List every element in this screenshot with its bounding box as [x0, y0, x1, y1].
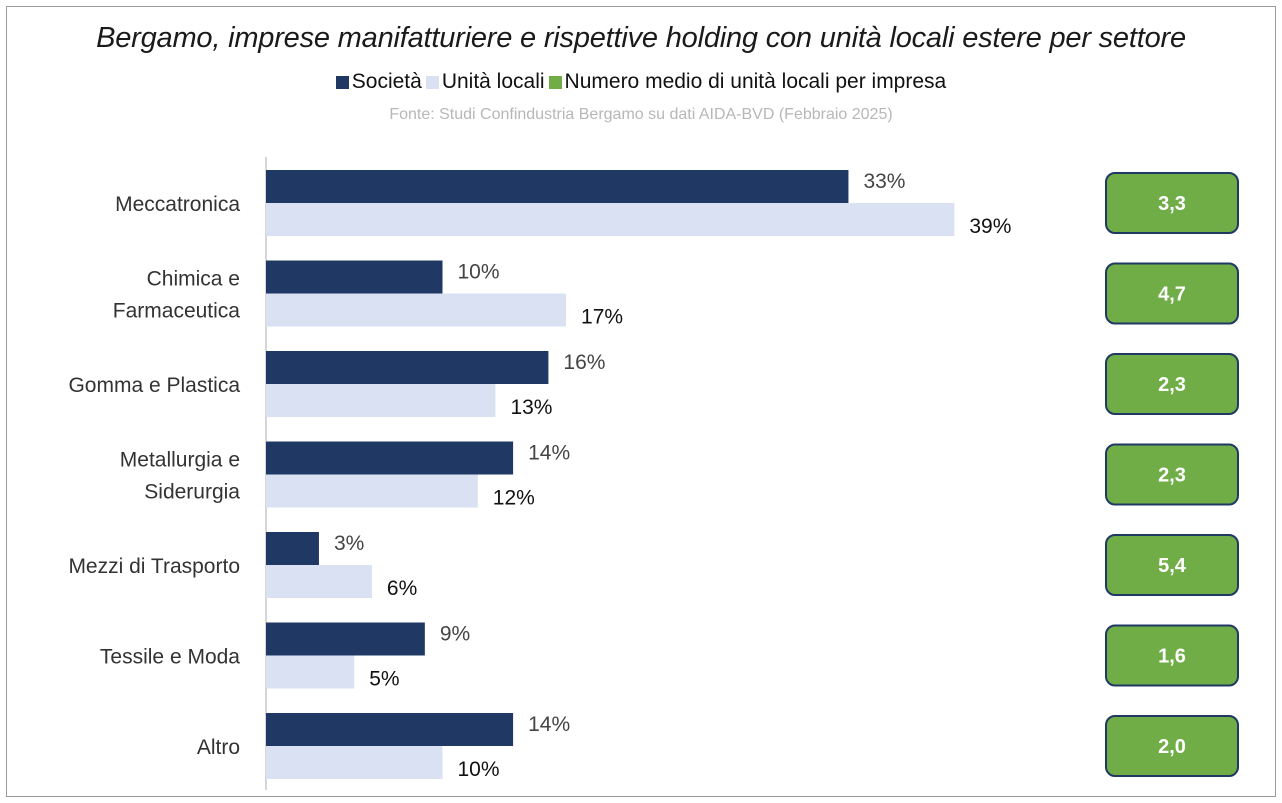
avg-units-box [1105, 353, 1239, 415]
chart-frame [6, 6, 1276, 797]
bar-societa [266, 351, 549, 384]
legend-swatch-unita-locali [425, 75, 439, 89]
chart-source: Fonte: Studi Confindustria Bergamo su da… [389, 106, 893, 123]
bar-societa [266, 170, 849, 203]
data-label-unita-locali: 12% [493, 487, 535, 510]
legend-label-societa: Società [351, 70, 422, 93]
avg-units-value: 5,4 [1158, 555, 1187, 577]
avg-units-value: 2,3 [1158, 374, 1186, 396]
category-label: Metallurgia e [120, 449, 240, 472]
bar-unita-locali [266, 384, 496, 417]
data-label-societa: 14% [528, 713, 570, 736]
avg-units-value: 2,0 [1158, 736, 1186, 758]
legend-swatch-societa [335, 75, 349, 89]
bar-unita-locali [266, 746, 443, 779]
category-label: Mezzi di Trasporto [68, 555, 240, 578]
bar-unita-locali [266, 474, 478, 508]
avg-units-box [1105, 534, 1239, 596]
avg-units-value: 4,7 [1158, 284, 1186, 306]
bar-unita-locali [266, 565, 372, 598]
avg-units-value: 2,3 [1158, 465, 1186, 487]
data-label-unita-locali: 6% [387, 577, 417, 600]
data-label-societa: 16% [563, 351, 605, 374]
data-label-unita-locali: 10% [458, 758, 500, 781]
avg-units-value: 1,6 [1158, 646, 1186, 668]
avg-units-box [1105, 262, 1239, 325]
category-label: Gomma e Plastica [68, 374, 240, 397]
bar-unita-locali [266, 293, 567, 327]
bar-societa [266, 260, 443, 294]
bar-societa [266, 713, 514, 746]
data-label-unita-locali: 13% [510, 396, 552, 419]
legend-swatch-numero-medio [548, 75, 562, 89]
bar-societa [266, 532, 319, 565]
data-label-societa: 14% [528, 442, 570, 465]
data-label-unita-locali: 5% [369, 668, 399, 691]
category-label: Farmaceutica [113, 300, 241, 323]
bar-societa [266, 622, 425, 656]
category-label: Chimica e [147, 268, 240, 291]
legend-label-unita-locali: Unità locali [441, 70, 545, 93]
avg-units-box [1105, 624, 1239, 687]
avg-units-box [1105, 172, 1239, 234]
data-label-unita-locali: 39% [969, 215, 1011, 238]
data-label-societa: 10% [458, 261, 500, 284]
legend-item-unita-locali: Unità locali [425, 70, 545, 94]
avg-units-box [1105, 443, 1239, 506]
bar-unita-locali [266, 203, 955, 236]
data-label-societa: 33% [863, 170, 905, 193]
bar-unita-locali [266, 655, 355, 689]
data-label-societa: 9% [440, 623, 470, 646]
category-label: Altro [197, 736, 240, 759]
category-label: Tessile e Moda [100, 646, 240, 669]
category-label: Meccatronica [115, 193, 240, 216]
chart-legend: Società Unità locali Numero medio di uni… [0, 70, 1282, 94]
avg-units-value: 3,3 [1158, 193, 1186, 215]
data-label-unita-locali: 17% [581, 306, 623, 329]
data-label-societa: 3% [334, 532, 364, 555]
legend-label-numero-medio: Numero medio di unità locali per impresa [564, 70, 947, 93]
legend-item-numero-medio: Numero medio di unità locali per impresa [548, 70, 947, 94]
avg-units-box [1105, 715, 1239, 777]
legend-item-societa: Società [335, 70, 422, 94]
chart-title: Bergamo, imprese manifatturiere e rispet… [96, 22, 1186, 54]
category-label: Siderurgia [144, 481, 240, 504]
bar-societa [266, 441, 514, 475]
